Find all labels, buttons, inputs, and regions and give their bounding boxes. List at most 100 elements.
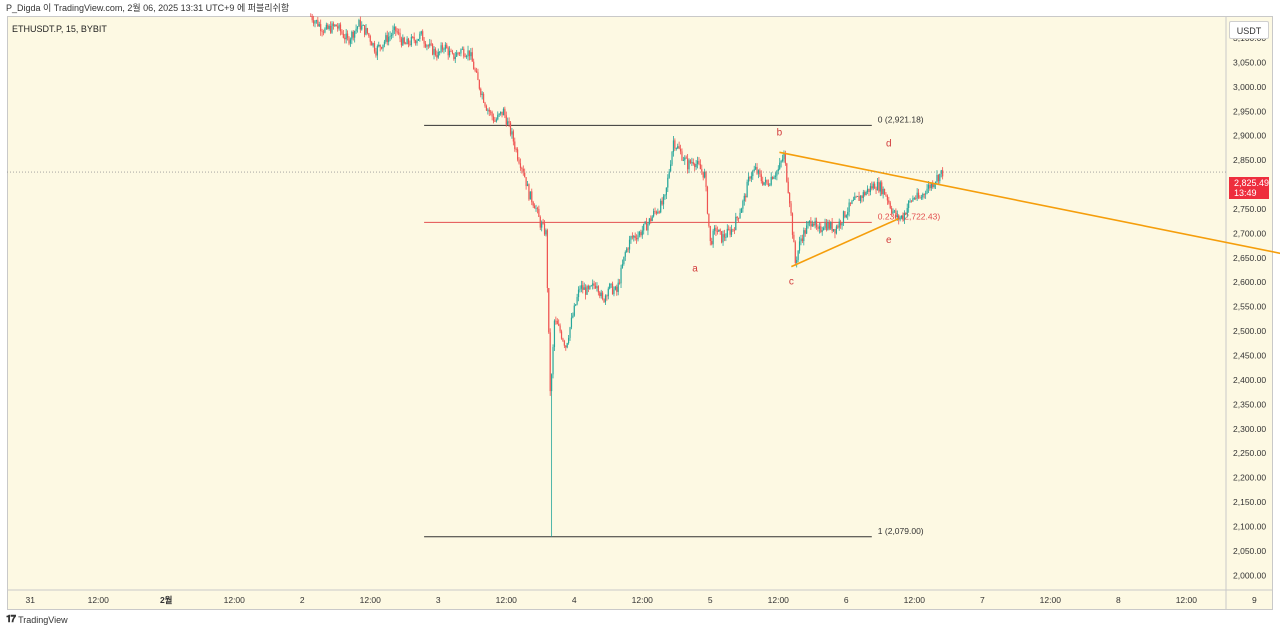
candle-body [923,193,925,195]
candle-body [385,35,387,42]
candle-body [519,163,522,168]
candle-body [905,212,907,215]
candle-body [848,202,850,212]
candle-body [325,24,327,29]
candle-body [684,157,686,161]
candle-body [535,208,537,210]
candle-body [820,226,822,232]
candle-body [747,177,750,182]
candle-body [774,175,777,177]
candle-body [464,56,466,58]
candle-body [440,45,442,52]
candle-body [484,102,486,107]
candle-body [827,222,829,230]
candle-body [504,108,506,116]
candle-body [835,226,837,234]
candle-body [402,37,404,46]
candle-body [383,41,386,45]
candle-body [396,31,398,33]
candle-body [845,215,847,218]
candle-body [626,248,628,253]
candle-body [830,222,832,229]
candle-body [427,45,429,47]
candle-body [913,198,915,199]
candle-body [696,160,699,165]
candle-body [930,183,932,189]
candle-body [876,181,879,191]
candle-body [441,45,444,50]
candle-body [529,191,531,200]
candle-body [460,49,462,54]
y-tick-label: 2,300.00 [1233,424,1266,434]
candle-body [558,324,560,326]
y-tick-label: 3,050.00 [1233,57,1266,67]
x-tick-label: 9 [1252,595,1257,605]
candle-body [322,31,325,33]
chart-area[interactable] [7,16,1273,610]
candle-body [352,31,354,38]
candle-body [348,37,350,44]
candle-body [645,221,648,231]
currency-badge[interactable]: USDT [1229,21,1269,39]
y-tick-label: 2,100.00 [1233,521,1266,531]
candle-body [810,220,812,227]
candle-body [475,70,478,73]
y-tick-label: 2,750.00 [1233,204,1266,214]
candles [310,13,944,537]
triangle-pattern[interactable] [779,151,1280,268]
candle-body [471,52,473,62]
candle-body [599,292,601,297]
candle-body [334,24,336,26]
candle-body [541,223,543,228]
candle-body [577,289,580,298]
fib-level-label: 1 (2,079.00) [878,526,924,536]
triangle-lower-line[interactable] [791,218,899,268]
candle-body [518,159,520,164]
candle-body [611,283,614,295]
candle-body [368,33,370,37]
candle-body [600,292,602,297]
candle-body [512,131,514,142]
candle-body [885,194,887,196]
candle-body [631,236,633,238]
candle-body [573,305,575,316]
candle-body [671,151,673,165]
candle-body [607,288,609,297]
candle-body [430,43,432,45]
candle-body [750,176,752,179]
candle-body [940,170,942,174]
fibonacci-retracement[interactable]: 0 (2,921.18) 0.236 (2,722.43) 1 (2,079.00) [424,114,940,538]
candle-body [902,215,904,221]
candle-body [893,210,896,212]
candle-body [667,177,669,188]
candle-body [648,218,650,224]
y-tick-label: 2,550.00 [1233,302,1266,312]
candle-body [321,31,323,32]
candle-body [679,148,682,152]
candle-body [393,26,395,31]
candle-body [821,230,823,232]
candle-body [507,121,509,125]
candle-body [709,225,711,242]
candle-body [443,49,445,51]
candle-body [784,153,786,164]
candle-body [356,26,359,29]
candle-body [342,33,344,38]
candle-body [614,286,616,290]
candle-body [559,325,561,332]
candle-body [803,230,805,242]
candle-body [423,40,425,44]
candle-body [539,216,541,228]
candle-body [560,331,563,339]
candle-body [354,30,356,38]
candle-body [798,241,801,251]
y-tick-label: 2,400.00 [1233,375,1266,385]
candle-body [329,25,332,33]
triangle-upper-line[interactable] [779,151,1280,261]
candle-body [341,31,343,34]
candle-body [532,202,534,206]
candle-body [783,153,785,160]
symbol-label[interactable]: ETHUSDT.P, 15, BYBIT [12,24,107,34]
candle-body [657,211,659,214]
